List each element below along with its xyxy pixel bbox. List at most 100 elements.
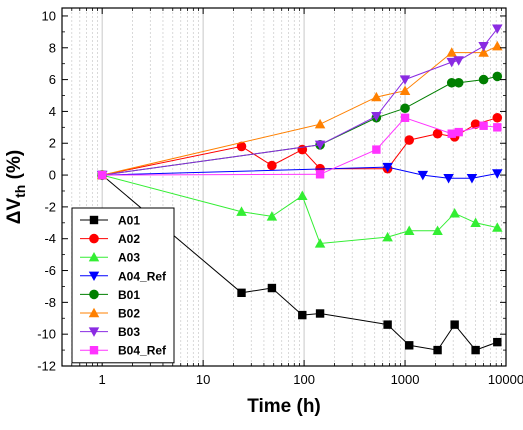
x-axis-title: Time (h) — [247, 396, 321, 417]
data-point — [454, 127, 463, 137]
legend-item: A01 — [80, 214, 140, 228]
data-point — [382, 231, 393, 242]
data-point — [493, 123, 502, 132]
data-point — [417, 170, 429, 181]
data-point — [446, 77, 457, 88]
legend-marker — [88, 307, 100, 318]
data-point — [478, 41, 489, 52]
data-point — [432, 225, 443, 235]
legend-item: A03 — [80, 251, 140, 265]
legend-label: A04_Ref — [118, 269, 167, 283]
data-point — [236, 141, 247, 152]
data-point — [315, 170, 325, 179]
data-point — [267, 160, 277, 171]
series-layer — [96, 24, 503, 355]
legend-marker — [88, 327, 100, 337]
data-point — [471, 345, 480, 355]
data-point — [446, 57, 457, 68]
legend-item: B02 — [80, 307, 140, 321]
legend-box — [71, 207, 175, 364]
legend-marker — [88, 251, 100, 262]
y-tick-label: -4 — [44, 231, 56, 246]
legend-marker — [89, 346, 99, 355]
data-point — [478, 74, 489, 85]
legend: A01 A02 A03 A04_Ref B01 B02 B03 B04_Ref — [71, 207, 175, 364]
series-line — [102, 166, 498, 179]
axes: 1 10 100 1000 10000 -12 -10 -8 -6 -4 -2 0 2 4 6 8 10 — [37, 8, 523, 387]
series-line — [102, 28, 498, 176]
data-point — [399, 75, 411, 85]
legend-item: A04_Ref — [80, 269, 167, 283]
data-point — [298, 310, 307, 320]
legend-item: B03 — [80, 325, 140, 339]
legend-item: B01 — [80, 288, 140, 302]
data-point — [97, 170, 107, 180]
data-point — [492, 169, 503, 179]
data-point — [372, 145, 381, 154]
data-point — [236, 206, 247, 216]
y-tick-label: -10 — [37, 327, 56, 342]
data-point — [433, 345, 442, 355]
data-point — [267, 283, 277, 293]
data-point — [450, 320, 459, 329]
data-point — [443, 174, 454, 184]
data-point — [492, 40, 503, 51]
data-point — [400, 113, 410, 122]
x-tick-label: 10 — [196, 372, 210, 387]
data-point — [297, 144, 308, 155]
data-point — [470, 119, 481, 129]
legend-item: B04_Ref — [80, 344, 167, 358]
data-point — [453, 77, 464, 88]
y-axis-title-main: ΔV — [4, 198, 25, 225]
legend-label: A03 — [118, 251, 140, 265]
data-point — [314, 140, 326, 151]
legend-marker — [89, 289, 99, 300]
y-tick-label: 2 — [49, 136, 56, 151]
data-point — [446, 47, 457, 57]
x-tick-label: 1000 — [391, 372, 420, 387]
data-point — [403, 225, 415, 235]
data-point — [453, 56, 464, 66]
series-b04-ref — [97, 113, 502, 180]
data-point — [383, 320, 392, 329]
data-point — [405, 341, 414, 350]
legend-label: A02 — [118, 232, 140, 246]
legend-label: B03 — [118, 325, 140, 339]
data-point — [315, 309, 325, 318]
x-tick-label: 10000 — [488, 372, 523, 387]
data-point — [432, 128, 443, 139]
data-point — [492, 112, 503, 123]
y-tick-label: 8 — [49, 40, 56, 55]
data-point — [314, 118, 326, 129]
legend-item: A02 — [80, 232, 140, 246]
y-tick-label: 10 — [42, 8, 56, 23]
legend-label: A01 — [118, 214, 140, 228]
data-point — [479, 121, 488, 130]
y-tick-label: 4 — [49, 104, 56, 119]
y-tick-label: -6 — [44, 263, 56, 278]
legend-marker — [88, 271, 100, 282]
data-point — [493, 337, 502, 347]
y-tick-label: 6 — [49, 72, 56, 87]
data-point — [449, 208, 460, 218]
data-point — [492, 24, 503, 34]
y-axis-title: ΔVth (%) — [4, 150, 28, 224]
y-tick-label: -2 — [44, 199, 56, 214]
data-point — [266, 211, 278, 221]
data-point — [404, 135, 415, 145]
data-point — [297, 190, 308, 200]
data-point — [314, 238, 326, 248]
data-point — [399, 85, 411, 95]
x-tick-label: 100 — [293, 372, 315, 387]
data-point — [371, 91, 382, 102]
y-axis-title-unit: (%) — [4, 150, 25, 185]
data-point — [470, 217, 481, 227]
plot-frame — [61, 7, 507, 367]
legend-label: B01 — [118, 288, 140, 302]
data-point — [237, 288, 246, 298]
data-point — [466, 174, 478, 184]
data-point — [382, 162, 393, 173]
x-tick-label: 1 — [99, 372, 106, 387]
y-tick-label: 0 — [49, 168, 56, 183]
